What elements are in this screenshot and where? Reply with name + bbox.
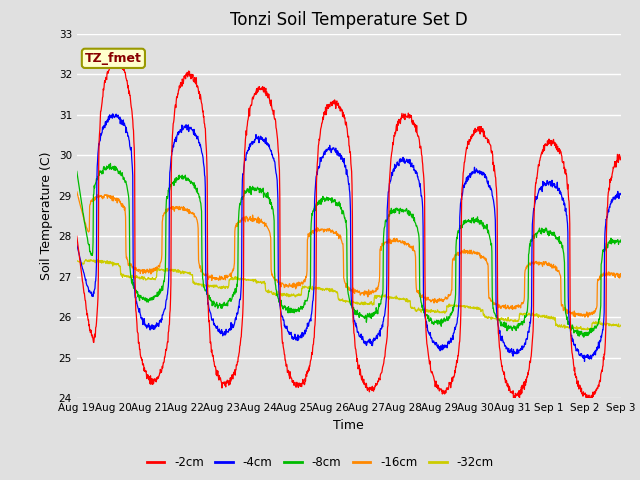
Text: TZ_fmet: TZ_fmet xyxy=(85,52,142,65)
Title: Tonzi Soil Temperature Set D: Tonzi Soil Temperature Set D xyxy=(230,11,468,29)
X-axis label: Time: Time xyxy=(333,419,364,432)
Y-axis label: Soil Temperature (C): Soil Temperature (C) xyxy=(40,152,53,280)
Legend: -2cm, -4cm, -8cm, -16cm, -32cm: -2cm, -4cm, -8cm, -16cm, -32cm xyxy=(142,452,498,474)
